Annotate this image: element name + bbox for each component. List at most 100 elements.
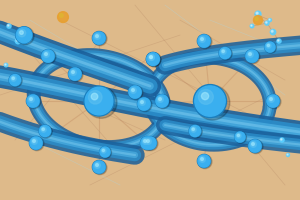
Circle shape [59,14,63,17]
Circle shape [270,98,272,101]
Circle shape [5,64,6,65]
Circle shape [158,96,163,102]
Circle shape [96,35,98,38]
Circle shape [246,50,260,64]
Circle shape [69,68,83,82]
Circle shape [267,95,279,107]
Circle shape [198,155,212,169]
Circle shape [155,94,169,108]
Circle shape [256,12,258,14]
Circle shape [222,50,224,53]
Circle shape [147,140,149,143]
Circle shape [58,12,68,22]
Circle shape [94,162,100,168]
Circle shape [28,96,34,102]
Circle shape [93,161,107,175]
Circle shape [16,39,18,41]
Circle shape [192,128,194,131]
Circle shape [128,85,142,99]
Circle shape [69,68,81,80]
Circle shape [197,34,211,48]
Circle shape [200,36,205,42]
Circle shape [198,155,210,167]
Circle shape [138,98,150,110]
Circle shape [221,49,226,54]
Circle shape [235,132,245,142]
Circle shape [220,47,232,60]
Circle shape [198,35,210,47]
Circle shape [251,25,252,26]
Circle shape [156,95,170,109]
Circle shape [245,49,259,63]
Circle shape [92,31,106,45]
Circle shape [280,139,282,140]
Circle shape [201,38,203,41]
Circle shape [40,125,52,138]
Circle shape [84,86,114,116]
Circle shape [9,74,21,86]
Circle shape [93,161,105,173]
Circle shape [147,53,161,67]
Circle shape [101,148,106,153]
Circle shape [271,30,273,32]
Circle shape [237,134,240,137]
Circle shape [255,17,258,20]
Circle shape [265,42,275,52]
Circle shape [27,95,39,107]
Circle shape [96,164,98,166]
Circle shape [94,33,100,39]
Circle shape [190,126,200,137]
Circle shape [26,94,40,108]
Circle shape [88,91,102,104]
Circle shape [265,42,277,53]
Circle shape [20,31,23,34]
Circle shape [29,136,43,150]
Circle shape [32,138,37,144]
Circle shape [27,95,41,109]
Circle shape [142,138,148,144]
Circle shape [150,56,152,59]
Circle shape [266,43,271,48]
Circle shape [44,51,49,57]
Circle shape [8,25,9,26]
Circle shape [42,128,44,131]
Circle shape [265,21,269,25]
Circle shape [129,86,141,98]
Circle shape [132,89,134,92]
Circle shape [148,54,154,60]
Circle shape [137,97,151,111]
Circle shape [249,140,261,152]
Circle shape [269,19,270,20]
Circle shape [92,160,106,174]
Circle shape [194,85,226,118]
Circle shape [249,140,263,154]
Circle shape [268,96,274,102]
Circle shape [201,92,209,100]
Circle shape [93,32,105,44]
Circle shape [248,51,253,57]
Circle shape [16,27,32,43]
Circle shape [250,141,256,147]
Circle shape [129,86,143,100]
Circle shape [201,158,203,160]
Circle shape [130,87,136,93]
Circle shape [72,71,74,74]
Circle shape [146,52,160,66]
Circle shape [18,29,26,37]
Circle shape [91,93,98,100]
Circle shape [12,77,14,80]
Circle shape [11,76,16,81]
Circle shape [39,125,51,137]
Circle shape [10,75,20,86]
Circle shape [30,137,42,149]
Circle shape [254,16,262,25]
Circle shape [191,127,196,132]
Circle shape [265,42,275,52]
Circle shape [195,86,225,116]
Circle shape [16,27,34,45]
Circle shape [252,143,254,145]
Circle shape [266,22,267,23]
Circle shape [267,95,281,109]
Circle shape [144,137,158,151]
Circle shape [147,53,161,67]
